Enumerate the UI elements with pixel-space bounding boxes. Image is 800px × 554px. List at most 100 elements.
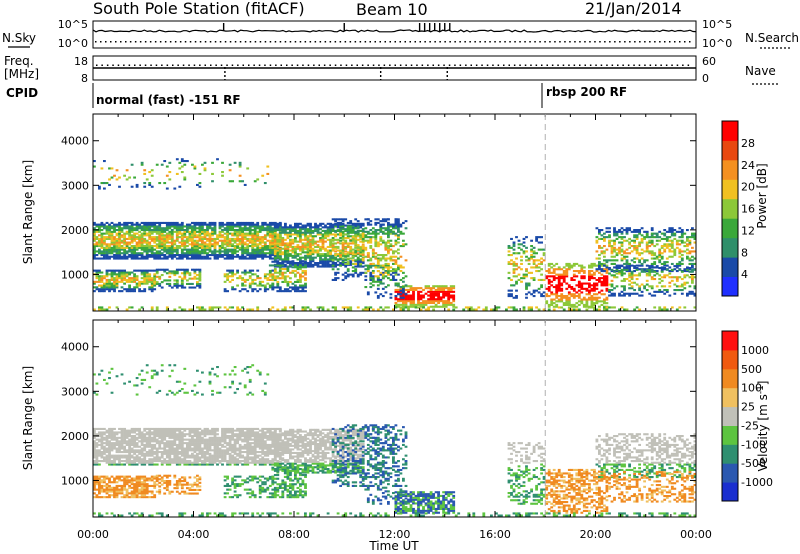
range-gate-cell <box>663 264 667 267</box>
range-gate-cell <box>381 308 385 311</box>
range-gate-cell <box>98 460 101 463</box>
range-gate-cell <box>143 230 147 233</box>
range-gate-cell <box>93 248 96 251</box>
range-gate-cell <box>673 276 677 279</box>
range-gate-cell <box>356 273 360 276</box>
range-gate-cell <box>178 245 182 248</box>
range-gate-cell <box>374 243 378 246</box>
range-gate-cell <box>253 227 257 230</box>
range-gate-cell <box>575 308 579 311</box>
range-gate-cell <box>266 255 270 258</box>
range-gate-cell <box>98 454 101 457</box>
range-gate-cell <box>371 308 375 311</box>
nave-dot <box>302 64 304 66</box>
nsearch-dot <box>514 41 516 43</box>
range-gate-cell <box>588 277 591 280</box>
range-gate-cell <box>110 277 114 280</box>
range-gate-cell <box>618 267 621 270</box>
range-gate-cell <box>246 232 250 235</box>
range-gate-cell <box>175 279 179 282</box>
range-gate-cell <box>582 287 586 290</box>
range-gate-cell <box>140 163 144 166</box>
range-gate-cell <box>299 277 302 280</box>
nsearch-dot <box>579 41 581 43</box>
range-gate-cell <box>484 306 488 309</box>
range-gate-cell <box>618 250 621 253</box>
range-gate-cell <box>588 296 591 299</box>
range-gate-cell <box>326 235 330 238</box>
nave-dot <box>448 64 451 66</box>
range-gate-cell <box>376 287 380 290</box>
range-gate-cell <box>258 288 262 291</box>
range-gate-cell <box>284 249 287 252</box>
range-gate-cell <box>261 241 265 244</box>
range-gate-cell <box>168 223 172 226</box>
nsearch-dot <box>100 41 102 43</box>
range-gate-cell <box>567 302 571 305</box>
range-gate-cell <box>294 238 297 241</box>
range-gate-cell <box>316 231 320 234</box>
range-gate-cell <box>670 270 674 273</box>
range-gate-cell <box>658 289 662 292</box>
range-gate-cell <box>188 252 192 255</box>
range-gate-cell <box>675 246 679 249</box>
range-gate-cell <box>155 246 159 249</box>
nave-dot <box>481 64 483 66</box>
range-gate-cell <box>618 294 621 297</box>
range-gate-cell <box>251 241 255 244</box>
range-gate-cell <box>148 248 152 251</box>
range-gate-cell <box>635 248 639 251</box>
range-gate-cell <box>158 227 162 230</box>
range-gate-cell <box>356 275 360 278</box>
range-gate-cell <box>226 255 230 258</box>
range-gate-cell <box>155 270 159 273</box>
range-gate-cell <box>364 275 368 278</box>
range-gate-cell <box>397 234 400 237</box>
range-gate-cell <box>376 280 380 283</box>
range-gate-cell <box>447 301 451 304</box>
range-gate-cell <box>223 227 227 230</box>
range-gate-cell <box>397 227 400 230</box>
range-gate-cell <box>238 248 242 251</box>
range-gate-cell <box>296 247 300 250</box>
range-gate-cell <box>572 308 576 311</box>
range-gate-cell <box>482 308 486 311</box>
range-gate-cell <box>304 286 307 289</box>
range-gate-cell <box>668 239 672 242</box>
range-gate-cell <box>100 442 104 445</box>
range-gate-cell <box>334 223 338 226</box>
range-gate-cell <box>409 288 413 291</box>
range-gate-cell <box>193 268 197 271</box>
range-gate-cell <box>638 252 642 255</box>
range-gate-cell <box>256 290 260 293</box>
range-gate-cell <box>125 273 129 276</box>
range-gate-cell <box>98 288 101 291</box>
range-gate-cell <box>203 230 207 233</box>
range-gate-cell <box>108 273 111 276</box>
range-gate-cell <box>98 230 101 233</box>
range-gate-cell <box>434 303 438 306</box>
range-gate-cell <box>98 290 101 293</box>
range-gate-cell <box>324 231 327 234</box>
range-gate-cell <box>140 221 144 224</box>
range-gate-cell <box>268 308 272 311</box>
range-gate-cell <box>196 234 199 237</box>
range-gate-cell <box>633 245 637 248</box>
range-gate-cell <box>429 296 433 299</box>
range-gate-cell <box>175 250 179 253</box>
nsearch-dot <box>679 41 681 43</box>
range-gate-cell <box>163 243 167 246</box>
range-gate-cell <box>409 298 413 301</box>
range-gate-cell <box>686 267 689 270</box>
range-gate-cell <box>613 227 616 230</box>
range-gate-cell <box>170 236 174 239</box>
range-gate-cell <box>319 224 322 227</box>
range-gate-cell <box>608 272 611 275</box>
nave-dot <box>253 64 255 66</box>
range-gate-cell <box>359 258 363 261</box>
range-gate-cell <box>404 300 408 303</box>
range-gate-cell <box>371 248 375 251</box>
range-gate-cell <box>98 452 101 455</box>
range-gate-cell <box>346 273 350 276</box>
range-gate-cell <box>585 300 589 303</box>
